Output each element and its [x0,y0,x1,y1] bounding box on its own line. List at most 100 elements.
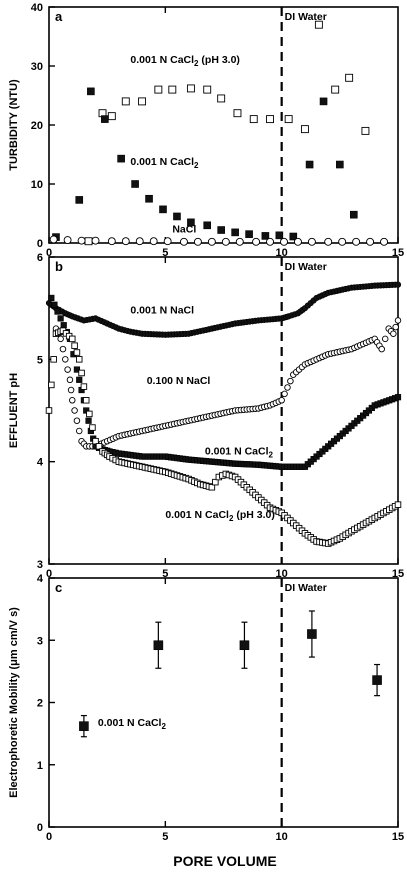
plot-frame [48,6,399,244]
data-point [266,115,274,124]
data-point [87,87,95,96]
data-point [153,640,164,651]
di-water-label: DI Water [285,261,327,273]
data-point [294,237,302,246]
y-axis-label: TURBIDITY (NTU) [8,79,20,171]
data-point [324,237,333,246]
data-point [64,366,71,373]
data-point [319,97,328,106]
data-point [207,237,216,246]
data-point [95,443,103,450]
data-point [73,366,81,373]
data-point [80,383,88,390]
data-point [66,376,74,384]
data-point [79,721,89,731]
data-point [63,236,72,245]
y-tick-label: 3 [37,559,43,571]
data-point [203,221,212,230]
data-point [212,478,219,486]
data-point [394,281,402,288]
data-point [91,236,100,245]
data-point [145,194,153,203]
series-2 [48,294,402,470]
series-annotation: 0.001 N CaCl2 [205,446,274,460]
data-point [249,115,258,124]
data-point [305,160,314,169]
data-point [163,237,172,246]
data-point [85,417,92,424]
y-tick-label: 0 [37,238,43,250]
data-point [378,345,385,353]
data-point [261,232,270,240]
x-tick-label: 0 [46,247,52,259]
data-point [45,407,53,414]
x-tick-label: 15 [392,568,404,580]
y-tick-label: 6 [37,252,43,264]
data-point [149,237,158,246]
data-point [281,390,288,398]
y-tick-label: 4 [37,457,44,469]
data-point [345,73,354,82]
data-point [394,501,402,508]
data-point [392,323,399,331]
data-point [71,407,78,414]
data-point [84,237,93,246]
y-tick-label: 10 [31,179,43,191]
data-point [73,349,81,356]
data-point [336,160,344,169]
data-point [179,237,188,246]
data-point [51,301,58,308]
data-point [186,84,195,93]
y-tick-label: 4 [37,573,44,585]
data-point [76,376,83,383]
data-point [159,205,167,214]
data-point [394,394,402,401]
data-point [284,384,291,391]
y-tick-label: 0 [37,822,43,834]
x-tick-label: 5 [162,568,168,580]
data-point [331,85,340,94]
data-point [154,85,163,94]
data-point [233,109,242,118]
panel-b: 3 4 5 6 0 5 10 15 b EFFLUENT pH DI Water 0.001 N Na… [8,252,404,580]
data-point [48,294,55,302]
panel-label: a [55,9,63,24]
data-point [57,315,64,322]
data-point [307,237,316,246]
data-point [101,115,109,123]
data-point [352,237,361,246]
data-point [217,226,225,234]
data-point [245,230,253,238]
data-point [280,237,288,246]
series-2 [49,235,388,246]
data-point [75,356,83,363]
data-point [287,377,294,385]
data-point [69,335,76,343]
data-point [366,237,375,246]
series-annotation: 0.001 N NaCl [130,304,194,316]
y-tick-label: 5 [37,354,43,366]
data-point [275,231,284,240]
x-tick-label: 10 [276,247,288,259]
panel-a: 0 10 20 30 40 0 5 10 15 a TURBIDITY (NTU) DI Water 0… [8,2,404,259]
data-point [57,335,64,343]
series-1 [52,87,358,241]
y-tick-label: 3 [37,635,43,647]
data-point [92,437,99,445]
data-point [231,228,239,237]
x-tick-label: 5 [162,247,168,259]
data-point [173,212,181,221]
series-annotation: 0.001 N CaCl2 (pH 3.0) [165,509,274,523]
data-point [135,237,144,246]
data-point [300,125,309,134]
data-point [278,397,285,404]
data-point [69,397,76,404]
x-tick-label: 15 [392,831,404,843]
data-point [82,397,90,404]
x-tick-label: 5 [162,831,168,843]
data-point [54,308,61,315]
data-point [252,237,261,246]
y-tick-label: 40 [31,2,43,14]
data-point [314,20,323,29]
